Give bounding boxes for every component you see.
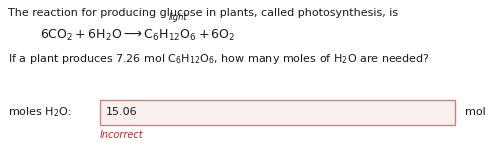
FancyBboxPatch shape (100, 100, 455, 125)
Text: $\mathrm{6CO_2 + 6H_2O \longrightarrow C_6H_{12}O_6 + 6O_2}$: $\mathrm{6CO_2 + 6H_2O \longrightarrow C… (40, 28, 235, 43)
Text: mol: mol (465, 107, 486, 117)
Text: If a plant produces 7.26 mol $\mathrm{C_6H_{12}O_6}$, how many moles of $\mathrm: If a plant produces 7.26 mol $\mathrm{C_… (8, 52, 430, 66)
Text: The reaction for producing glucose in plants, called photosynthesis, is: The reaction for producing glucose in pl… (8, 8, 398, 18)
Text: moles $\mathrm{H_2O}$:: moles $\mathrm{H_2O}$: (8, 105, 72, 119)
Text: 15.06: 15.06 (106, 107, 138, 117)
Text: light: light (168, 13, 188, 22)
Text: Incorrect: Incorrect (100, 130, 144, 140)
